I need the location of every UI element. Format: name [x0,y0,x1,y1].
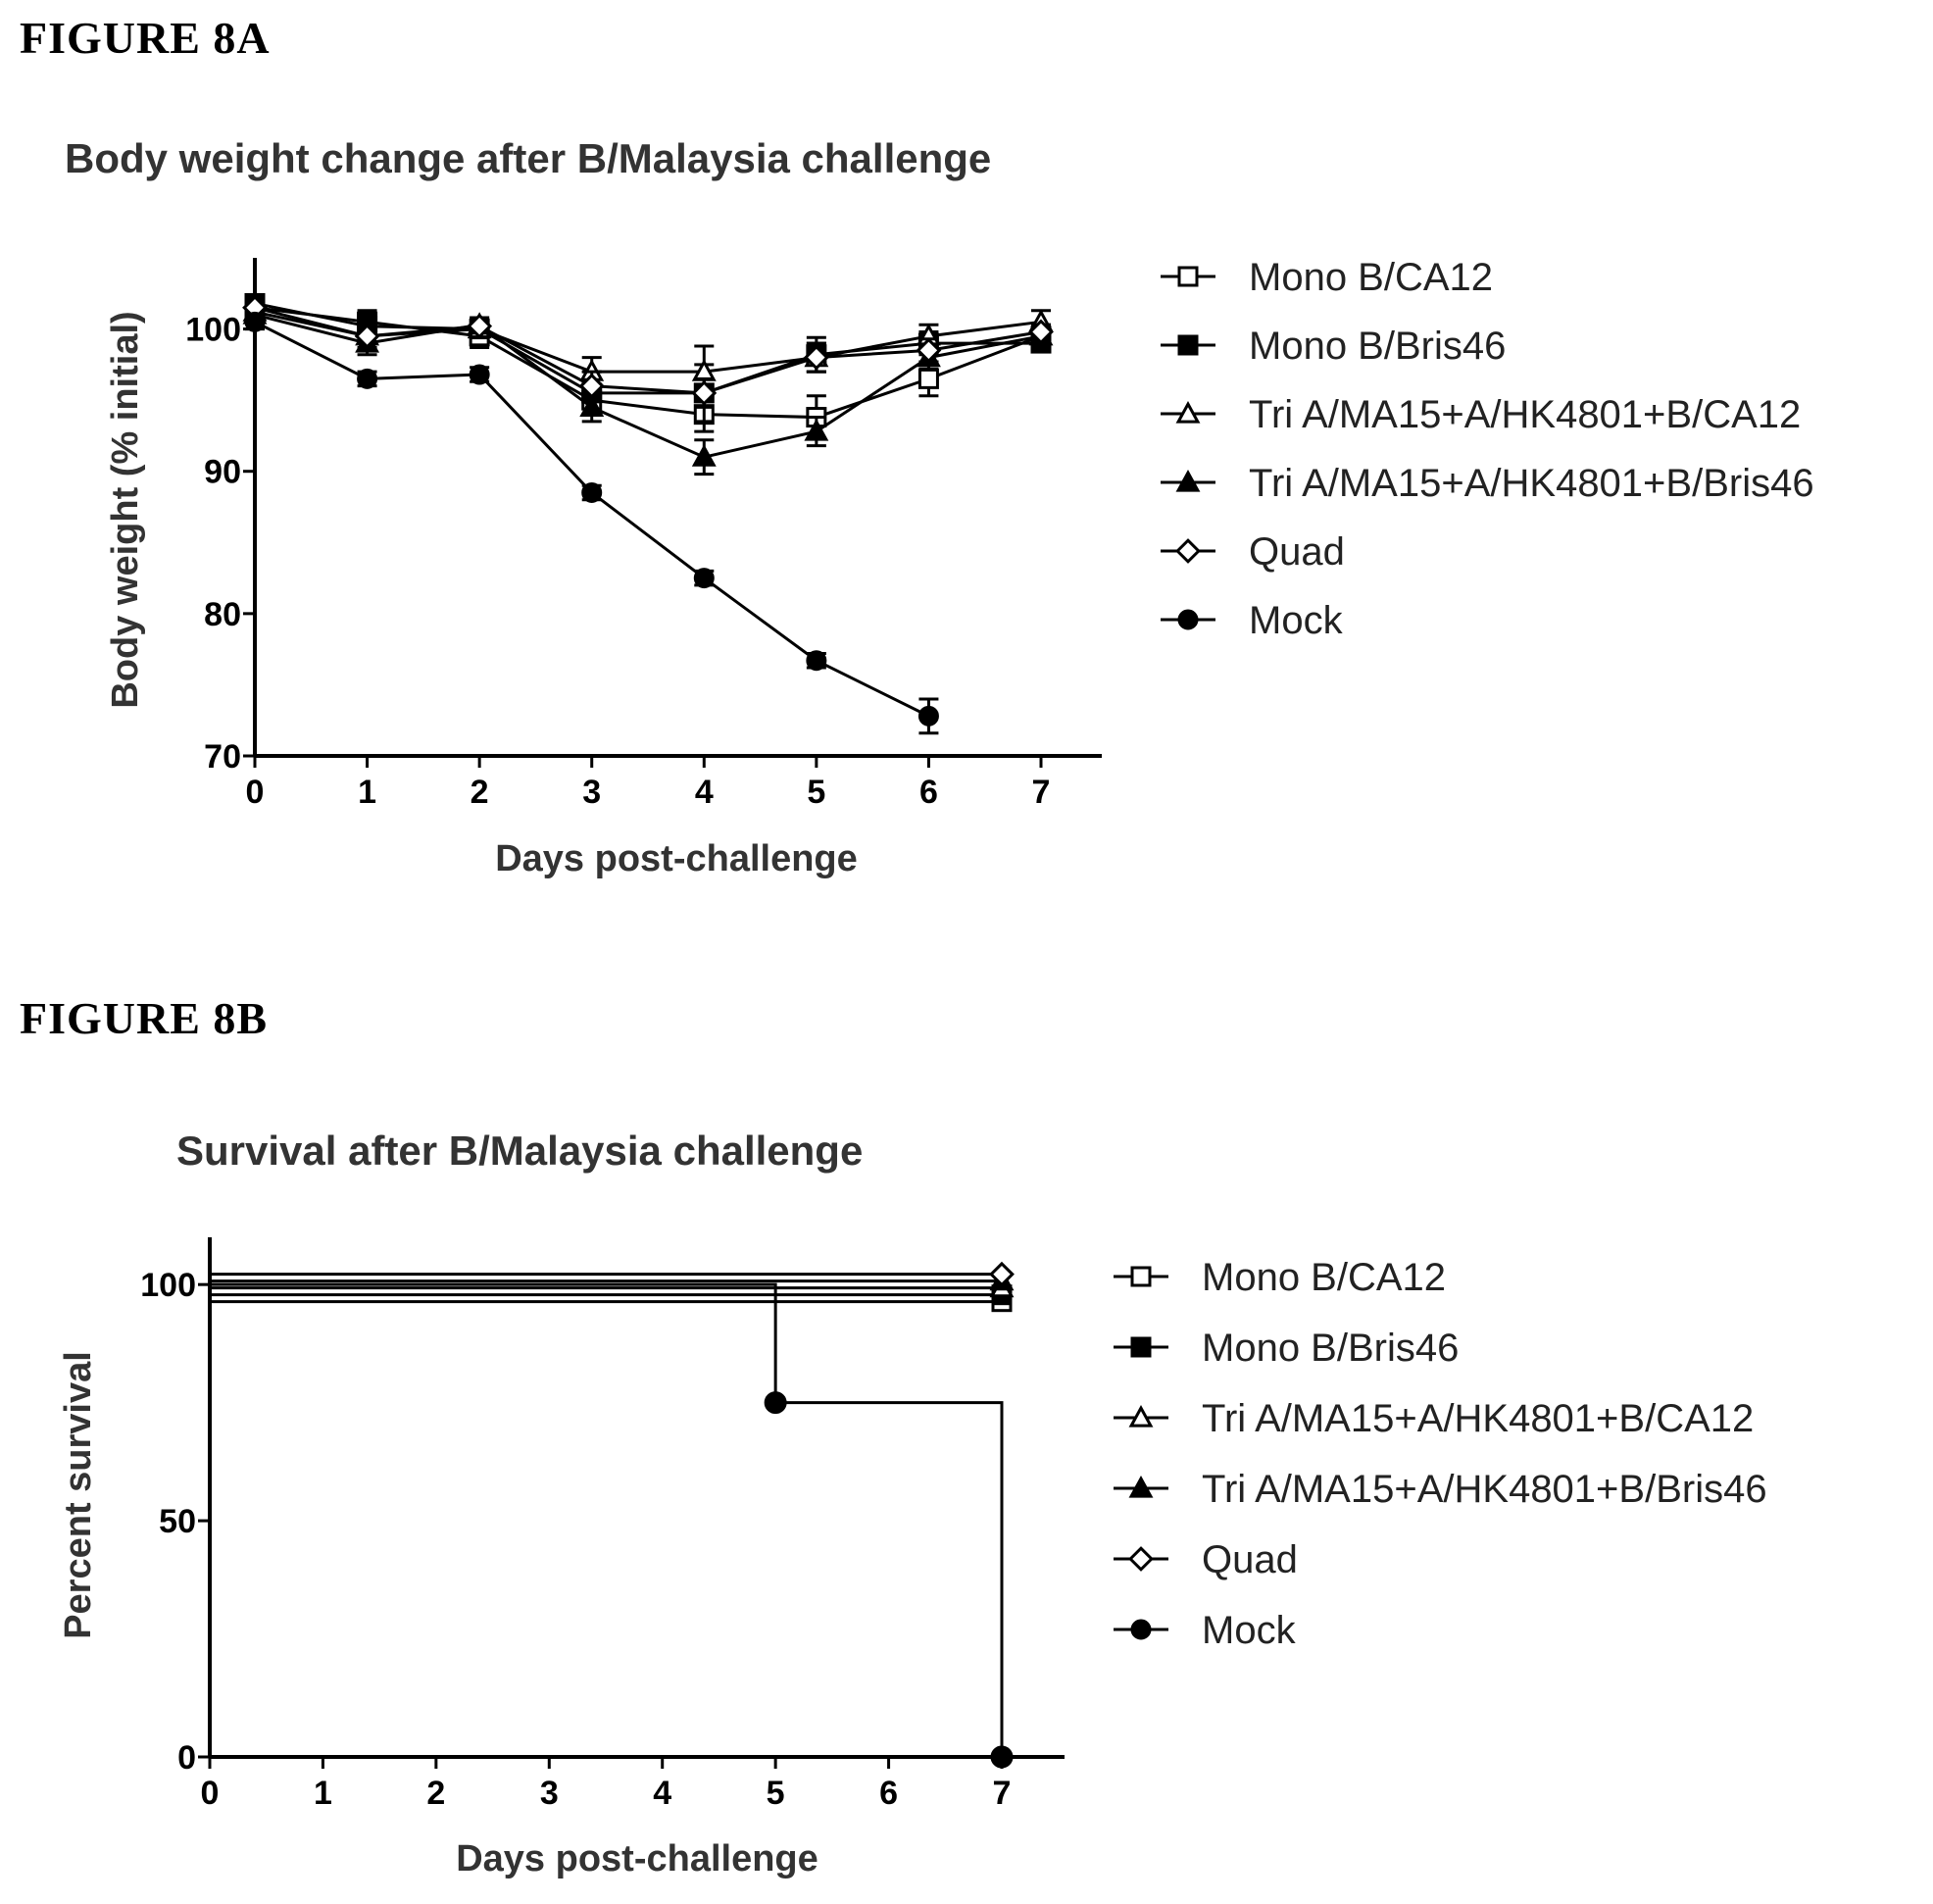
legend-item-tri-a-ma15-a-hk4801-b-ca12: Tri A/MA15+A/HK4801+B/CA12 [1114,1397,1754,1440]
legend-marker [1130,1619,1152,1640]
data-point [467,313,493,339]
legend-marker [1128,1546,1154,1572]
series-line [254,313,1042,459]
legend-item-mono-b-bris46: Mono B/Bris46 [1114,1327,1459,1370]
x-axis-label: Days post-challenge [495,838,858,879]
data-point [691,444,717,467]
legend-marker [1175,400,1201,424]
chart-title: Body weight change after B/Malaysia chal… [65,135,991,181]
series-mock [244,311,939,735]
legend-label: Mock [1202,1609,1297,1652]
legend-item-quad: Quad [1114,1538,1298,1581]
x-tick-label: 0 [246,774,265,811]
y-tick-label: 90 [204,454,241,491]
y-tick-label: 100 [140,1267,196,1304]
figure-8a-label: FIGURE 8A [20,13,271,63]
legend-marker [1177,609,1199,630]
legend-label: Mono B/CA12 [1249,256,1493,299]
legend-item-mock: Mock [1114,1609,1297,1652]
legend-label: Tri A/MA15+A/HK4801+B/Bris46 [1249,462,1814,505]
y-tick-label: 0 [177,1739,196,1777]
legend-marker [1177,334,1199,356]
series-line [254,306,1042,395]
series-quad [210,1261,1015,1287]
data-point [691,379,718,406]
y-tick-label: 80 [204,596,241,633]
data-point [244,311,266,332]
data-point [990,1745,1014,1769]
legend-item-mono-b-ca12: Mono B/CA12 [1114,1256,1446,1299]
legend-marker [1130,1336,1152,1358]
series-quad [242,294,1054,409]
legend-marker [1175,469,1201,492]
x-tick-label: 1 [358,774,376,811]
body-weight-chart: Body weight change after B/Malaysia chal… [65,135,1814,879]
y-tick-label: 50 [159,1503,196,1540]
legend-marker [1177,266,1199,287]
data-point [916,337,942,364]
x-tick-label: 0 [201,1775,220,1812]
series-line [254,301,1041,395]
x-tick-label: 3 [540,1775,559,1812]
data-point [764,1391,787,1415]
legend-item-tri-a-ma15-a-hk4801-b-ca12: Tri A/MA15+A/HK4801+B/CA12 [1161,393,1801,436]
legend-label: Mono B/Bris46 [1202,1327,1459,1370]
y-tick-label: 70 [204,738,241,776]
figure-8b-label: FIGURE 8B [20,993,269,1043]
legend-label: Mock [1249,599,1344,642]
data-point [803,344,829,371]
legend-label: Quad [1249,530,1345,574]
legend-label: Mono B/Bris46 [1249,325,1506,368]
data-point [804,419,829,441]
legend-marker [1128,1475,1154,1498]
x-axis-label: Days post-challenge [456,1838,818,1879]
y-tick-label: 100 [185,312,241,349]
x-tick-label: 2 [471,774,489,811]
chart-title: Survival after B/Malaysia challenge [176,1127,863,1174]
data-point [917,705,939,727]
legend-label: Quad [1202,1538,1298,1581]
legend-label: Tri A/MA15+A/HK4801+B/CA12 [1249,393,1801,436]
data-point [354,323,380,349]
x-tick-label: 4 [695,774,714,811]
series-mock [210,1282,1014,1769]
x-tick-label: 5 [767,1775,785,1812]
data-point [357,368,378,389]
y-axis-label: Body weight (% initial) [105,311,146,708]
x-tick-label: 1 [314,1775,332,1812]
legend-item-tri-a-ma15-a-hk4801-b-bris46: Tri A/MA15+A/HK4801+B/Bris46 [1114,1468,1767,1511]
legend-label: Tri A/MA15+A/HK4801+B/Bris46 [1202,1468,1767,1511]
data-point [581,481,603,503]
legend-label: Mono B/CA12 [1202,1256,1446,1299]
legend-marker [1130,1266,1152,1287]
data-point [469,364,490,385]
x-tick-label: 5 [807,774,825,811]
legend-item-mono-b-ca12: Mono B/CA12 [1161,256,1493,299]
x-tick-label: 4 [653,1775,671,1812]
series-line [254,306,1042,420]
legend-marker [1128,1404,1154,1428]
legend-item-tri-a-ma15-a-hk4801-b-bris46: Tri A/MA15+A/HK4801+B/Bris46 [1161,462,1814,505]
legend-item-mono-b-bris46: Mono B/Bris46 [1161,325,1506,368]
y-axis-label: Percent survival [58,1351,99,1639]
x-tick-label: 2 [426,1775,445,1812]
data-point [578,373,605,399]
data-point [806,650,827,672]
data-point [693,568,715,589]
data-point [989,1261,1015,1287]
data-point [579,394,605,417]
data-point [1028,319,1054,345]
legend-marker [1175,538,1201,564]
x-tick-label: 6 [919,774,938,811]
legend-label: Tri A/MA15+A/HK4801+B/CA12 [1202,1397,1754,1440]
survival-step-line [210,1282,1004,1757]
x-tick-label: 3 [582,774,601,811]
legend-item-quad: Quad [1161,530,1345,574]
x-tick-label: 6 [879,1775,898,1812]
x-tick-label: 7 [1032,774,1051,811]
legend-item-mock: Mock [1161,599,1344,642]
x-tick-label: 7 [993,1775,1012,1812]
